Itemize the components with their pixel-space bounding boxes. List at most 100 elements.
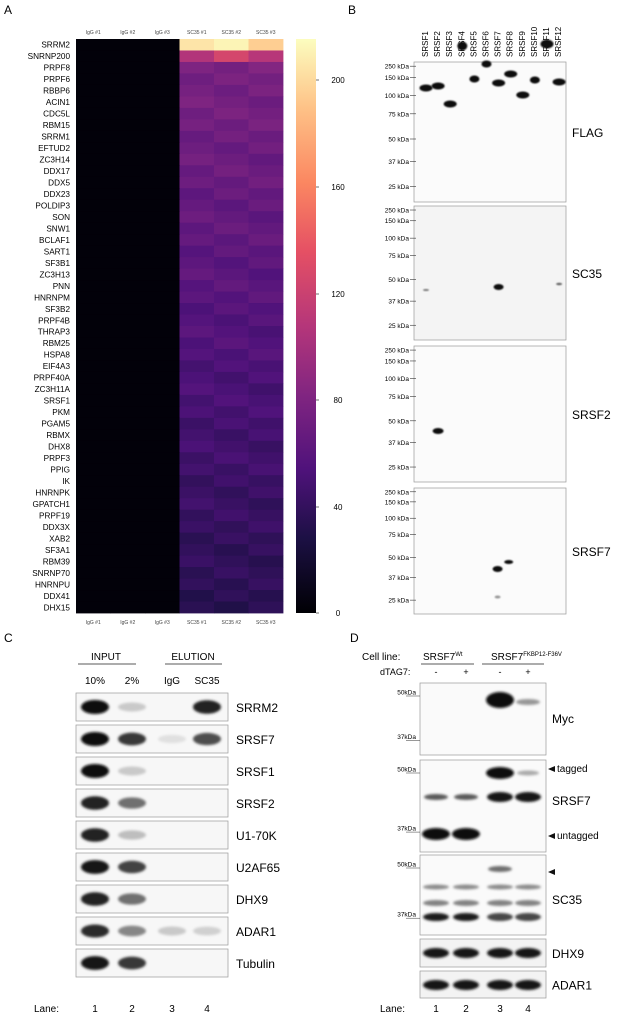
lane-number: 1 bbox=[92, 1004, 98, 1015]
heatmap-row-label: ACIN1 bbox=[46, 98, 71, 107]
heatmap-cell bbox=[145, 130, 180, 143]
heatmap-cell bbox=[110, 463, 146, 476]
heatmap-cell bbox=[214, 39, 249, 51]
heatmap-cell bbox=[179, 326, 215, 338]
size-marker: 37kDa bbox=[397, 912, 416, 919]
dtag-value: - bbox=[435, 667, 438, 677]
heatmap-cell bbox=[214, 142, 249, 155]
heatmap-cell bbox=[110, 39, 146, 51]
lane-header: 10% bbox=[85, 676, 105, 687]
heatmap-cell bbox=[248, 394, 284, 407]
heatmap-cell bbox=[179, 567, 215, 579]
blot-band bbox=[488, 866, 512, 872]
blot-band bbox=[517, 770, 539, 776]
lane-header: 2% bbox=[125, 676, 140, 687]
heatmap-cell bbox=[145, 360, 180, 373]
blot-band bbox=[492, 566, 503, 572]
heatmap-cell bbox=[179, 39, 215, 51]
heatmap-cell bbox=[110, 590, 146, 602]
blot-label: SRSF2 bbox=[236, 797, 275, 811]
heatmap-row-label: RBM25 bbox=[43, 339, 71, 348]
heatmap-cell bbox=[110, 406, 146, 419]
dtag-label: dTAG7: bbox=[380, 667, 410, 677]
heatmap-cell bbox=[179, 142, 215, 155]
heatmap-cell bbox=[179, 555, 215, 568]
blot-label: SRSF7 bbox=[236, 733, 275, 747]
blot-dhx9: DHX9 bbox=[75, 884, 268, 914]
panel-d-letter: D bbox=[350, 631, 359, 645]
heatmap-cell bbox=[110, 107, 146, 120]
heatmap-cell bbox=[76, 567, 111, 579]
blot-label: SRRM2 bbox=[236, 701, 278, 715]
heatmap-cell bbox=[179, 245, 215, 258]
heatmap-cell bbox=[248, 188, 284, 201]
blot-srsf1: SRSF1 bbox=[75, 756, 275, 786]
blot-band bbox=[515, 948, 541, 958]
heatmap-cell bbox=[248, 96, 284, 109]
heatmap-cell bbox=[248, 61, 284, 74]
heatmap-row-label: PRPF19 bbox=[39, 511, 70, 520]
heatmap-cell bbox=[110, 555, 146, 568]
size-marker: 25 kDa bbox=[388, 598, 409, 605]
size-marker: 75 kDa bbox=[388, 253, 409, 260]
blot-band bbox=[515, 980, 541, 990]
blot-sc35: 250 kDa 150 kDa 100 kDa 75 kDa 50 kDa 37 kDa 2… bbox=[385, 205, 602, 341]
size-marker: 37kDa bbox=[397, 826, 416, 833]
heatmap-row-label: PNN bbox=[53, 282, 70, 291]
heatmap-cell bbox=[110, 601, 146, 614]
blot-band bbox=[432, 428, 444, 434]
heatmap-cell bbox=[248, 532, 284, 545]
panel-c-letter: C bbox=[4, 631, 13, 645]
heatmap-cell bbox=[248, 578, 284, 591]
blot-band bbox=[486, 692, 514, 708]
size-marker: 250 kDa bbox=[385, 348, 410, 355]
elution-group-label: ELUTION bbox=[171, 652, 214, 663]
blot-band bbox=[529, 76, 540, 84]
heatmap-cell bbox=[214, 73, 249, 86]
heatmap-cell bbox=[110, 119, 146, 132]
size-marker: 250 kDa bbox=[385, 208, 410, 215]
heatmap-row-label: ZC3H14 bbox=[40, 156, 71, 165]
heatmap-row-label: DDX23 bbox=[44, 190, 71, 199]
blot-band bbox=[487, 948, 513, 958]
mutant-line-label: SRSF7FKBP12-F36V bbox=[491, 652, 562, 663]
size-marker: 37 kDa bbox=[388, 159, 409, 166]
heatmap-cell bbox=[248, 50, 284, 63]
heatmap-cell bbox=[76, 257, 111, 269]
heatmap-cell bbox=[248, 440, 284, 453]
heatmap-cell bbox=[179, 314, 215, 327]
heatmap-cell bbox=[248, 84, 284, 97]
size-marker: 100 kDa bbox=[385, 93, 410, 100]
heatmap-cell bbox=[179, 406, 215, 419]
heatmap-cell bbox=[248, 39, 284, 51]
heatmap-cell bbox=[214, 257, 249, 269]
heatmap-cell bbox=[179, 176, 215, 189]
heatmap-cell bbox=[214, 61, 249, 74]
blot-lane-label: SRSF10 bbox=[530, 26, 539, 57]
blot-band bbox=[516, 699, 540, 705]
heatmap-cell bbox=[214, 521, 249, 534]
heatmap-cell bbox=[145, 96, 180, 109]
heatmap-cell bbox=[110, 211, 146, 224]
heatmap-cell bbox=[214, 188, 249, 201]
blot-srsf2: 250 kDa 150 kDa 100 kDa 75 kDa 50 kDa 37 kDa 2… bbox=[385, 345, 611, 483]
heatmap-cell bbox=[110, 567, 146, 579]
heatmap-cell bbox=[110, 291, 146, 304]
heatmap-cell bbox=[145, 280, 180, 292]
heatmap-cell bbox=[214, 463, 249, 476]
heatmap-cell bbox=[145, 578, 180, 591]
blot-band bbox=[423, 900, 449, 906]
heatmap-cell bbox=[76, 303, 111, 315]
heatmap-cell bbox=[214, 326, 249, 338]
heatmap-cell bbox=[214, 130, 249, 143]
heatmap-row-label: GPATCH1 bbox=[33, 500, 71, 509]
heatmap-cell bbox=[179, 291, 215, 304]
heatmap-row-label: DHX8 bbox=[48, 443, 70, 452]
heatmap-cell bbox=[145, 291, 180, 304]
heatmap bbox=[76, 39, 284, 614]
heatmap-cell bbox=[248, 360, 284, 373]
heatmap-cell bbox=[76, 544, 111, 556]
panel-d-blots: 50kDa 37kDa Myc 50kDa 37kDa SRSF7 50kDa 37kDa SC… bbox=[397, 682, 599, 999]
heatmap-cell bbox=[145, 417, 180, 430]
blot-lane-label: SRSF7 bbox=[494, 31, 503, 57]
